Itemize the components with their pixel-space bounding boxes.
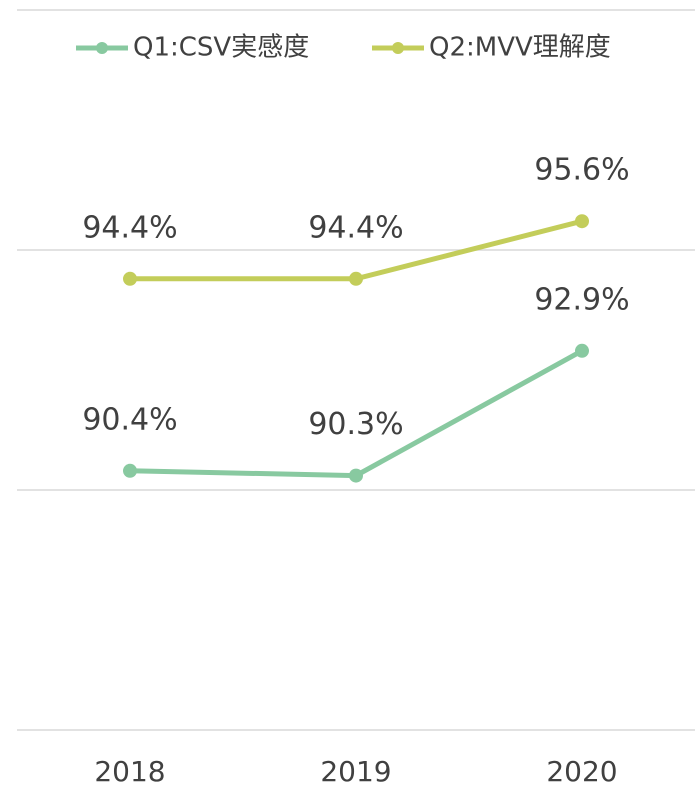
point — [349, 468, 363, 483]
legend-label: Q1:CSV実感度 — [133, 33, 309, 63]
legend-marker — [392, 42, 404, 54]
point — [575, 343, 589, 358]
data-label: 95.6% — [534, 153, 629, 188]
legend-marker — [96, 42, 108, 54]
data-label: 90.3% — [308, 407, 403, 442]
point — [349, 271, 363, 286]
x-tick-label: 2018 — [94, 755, 165, 787]
point — [123, 463, 137, 478]
data-label: 90.4% — [82, 402, 177, 437]
legend-label: Q2:MVV理解度 — [429, 33, 611, 63]
x-tick-label: 2020 — [546, 755, 617, 787]
point — [123, 271, 137, 286]
data-label: 94.4% — [308, 210, 403, 245]
data-label: 94.4% — [82, 210, 177, 245]
data-label: 92.9% — [534, 282, 629, 317]
x-tick-label: 2019 — [320, 755, 391, 787]
point — [575, 214, 589, 229]
